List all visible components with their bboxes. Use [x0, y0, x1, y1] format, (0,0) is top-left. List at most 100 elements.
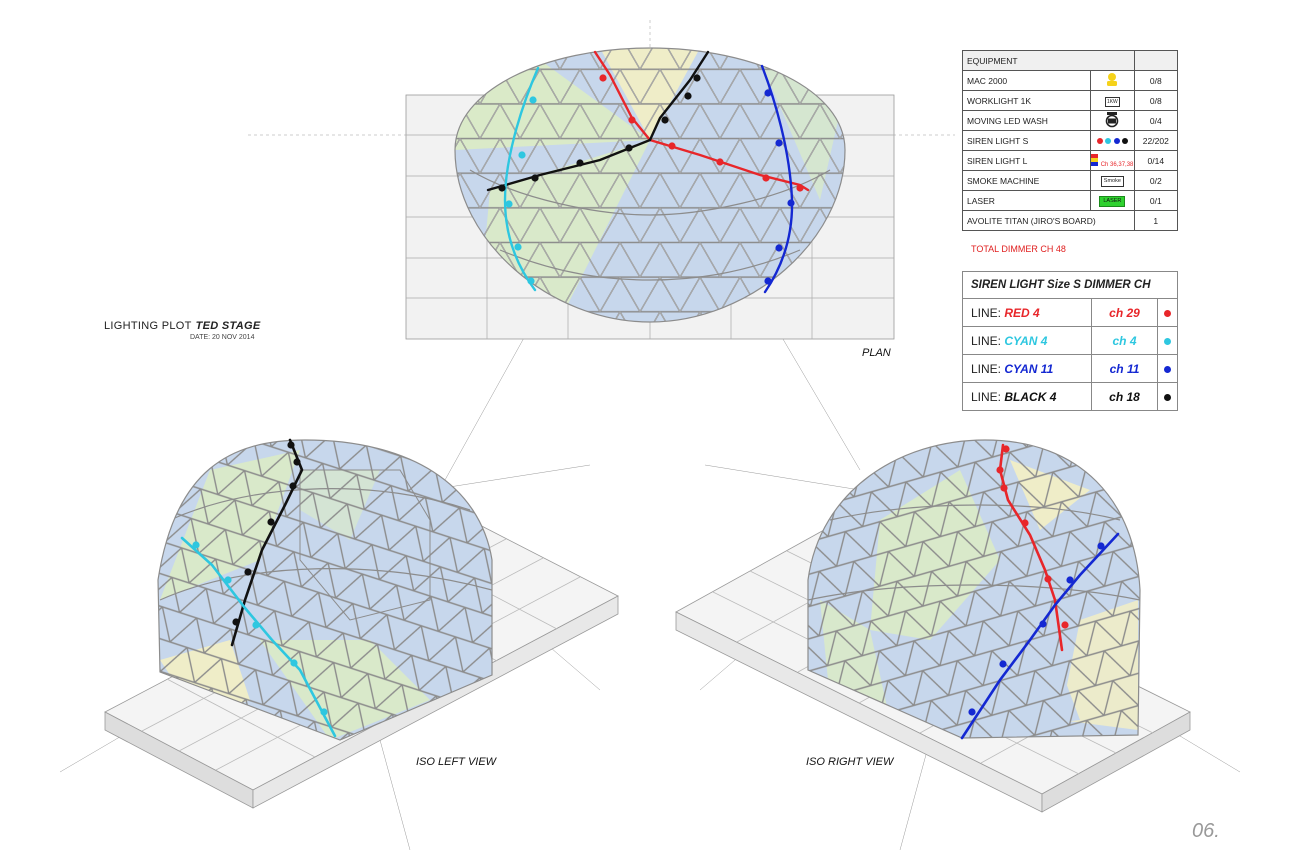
worklight-icon-text: 1KW: [1104, 96, 1120, 107]
black-siren-light: [576, 159, 584, 167]
equipment-name: SIREN LIGHT S: [961, 130, 1092, 151]
red-siren-light: [716, 158, 724, 166]
iso-right-view: [675, 439, 1191, 813]
blue-siren-light: [968, 708, 976, 716]
blue-siren-light: [1039, 620, 1047, 628]
iso-left-view: [104, 438, 619, 809]
equipment-row: MOVING LED WASH 0/4: [961, 110, 1179, 131]
cyan-siren-light: [252, 621, 260, 629]
equipment-count: 0/1: [1133, 190, 1179, 211]
equipment-row: WORKLIGHT 1K 1KW 0/8: [961, 90, 1179, 111]
siren-large-icon: Ch 36,37,38: [1090, 150, 1135, 171]
equipment-name: MOVING LED WASH: [961, 110, 1092, 131]
black-siren-light: [684, 92, 692, 100]
equipment-name: AVOLITE TITAN (JIRO'S BOARD): [962, 210, 1135, 231]
line-name: CYAN 4: [1004, 333, 1048, 348]
black-siren-light: [267, 518, 275, 526]
iso-right-view-label: ISO RIGHT VIEW: [806, 756, 894, 768]
cyan-siren-light: [224, 576, 232, 584]
plan-siren-lights: [498, 74, 804, 285]
title-block: LIGHTING PLOT TED STAGE DATE: 20 NOV 2014: [104, 320, 260, 341]
equipment-count: 0/8: [1133, 90, 1179, 111]
equipment-name: MAC 2000: [961, 70, 1092, 91]
line-name: CYAN 11: [1004, 361, 1054, 376]
stage-name: TED STAGE: [195, 320, 261, 332]
siren-table-header-row: SIREN LIGHT Size S DIMMER CH: [962, 271, 1178, 299]
line-prefix: LINE:: [971, 389, 1002, 404]
iso-right-siren-lights: [968, 445, 1105, 716]
page-number: 06.: [1192, 820, 1220, 842]
iso-left-view-label: ISO LEFT VIEW: [416, 756, 497, 768]
red-dot-icon: [1164, 309, 1172, 317]
equipment-name: WORKLIGHT 1K: [961, 90, 1092, 111]
siren-table-title: SIREN LIGHT Size S DIMMER CH: [962, 271, 1178, 299]
black-siren-light: [531, 174, 539, 182]
line-prefix: LINE:: [971, 333, 1002, 348]
black-siren-light: [661, 116, 669, 124]
cyan-siren-light: [320, 708, 328, 716]
smoke-machine-icon: Smoke: [1090, 170, 1135, 191]
red-siren-light: [599, 74, 607, 82]
equipment-name: SIREN LIGHT L: [961, 150, 1092, 171]
equipment-row: LASER LASER 0/1: [961, 190, 1179, 211]
black-dot-icon: [1164, 393, 1172, 401]
iso-left-siren-lights: [192, 441, 328, 716]
red-siren-light: [762, 174, 770, 182]
mac-2000-fixture-icon: [1090, 70, 1135, 91]
plan-view: [405, 47, 895, 340]
blue-siren-light: [775, 244, 783, 252]
equipment-name: SMOKE MACHINE: [961, 170, 1092, 191]
red-siren-light: [1044, 575, 1052, 583]
blue-dot-icon: [1164, 365, 1172, 373]
equipment-count: 0/2: [1133, 170, 1179, 191]
equipment-row: SMOKE MACHINE Smoke 0/2: [961, 170, 1179, 191]
iso-left-dome: [158, 440, 492, 740]
plot-date: DATE: 20 NOV 2014: [190, 334, 255, 341]
laser-icon-text: LASER: [1099, 196, 1126, 207]
black-siren-light: [289, 482, 297, 490]
equipment-header: EQUIPMENT: [962, 50, 1135, 71]
blue-siren-light: [775, 139, 783, 147]
blue-siren-light: [1066, 576, 1074, 584]
red-siren-light: [628, 116, 636, 124]
siren-dots-icon: [1090, 130, 1135, 151]
smoke-icon-text: Smoke: [1100, 176, 1124, 187]
equipment-table: EQUIPMENT MAC 2000 0/8 WORKLIGHT 1K 1KW …: [961, 50, 1179, 231]
black-siren-light: [693, 74, 701, 82]
worklight-icon: 1KW: [1090, 90, 1135, 111]
cyan-siren-light: [527, 277, 535, 285]
red-siren-light: [1021, 519, 1029, 527]
black-siren-light: [244, 568, 252, 576]
siren-line-row: LINE: CYAN 4 ch 4: [962, 326, 1178, 355]
equipment-count: 0/14: [1133, 150, 1179, 171]
blue-siren-light: [999, 660, 1007, 668]
red-siren-light: [1000, 484, 1008, 492]
equipment-row: MAC 2000 0/8: [961, 70, 1179, 91]
equipment-count: 1: [1133, 210, 1179, 231]
siren-large-channels: Ch 36,37,38: [1100, 161, 1134, 168]
line-channel: ch 11: [1090, 354, 1159, 383]
blue-dot-icon: [1113, 137, 1120, 144]
blue-siren-light: [787, 199, 795, 207]
black-siren-light: [498, 184, 506, 192]
cyan-dot-icon: [1164, 337, 1172, 345]
laser-icon: LASER: [1090, 190, 1135, 211]
line-channel: ch 18: [1090, 382, 1159, 411]
plot-title: LIGHTING PLOT TED STAGE: [104, 320, 260, 332]
red-siren-light: [996, 466, 1004, 474]
equipment-count: 22/202: [1133, 130, 1179, 151]
red-siren-light: [1002, 445, 1010, 453]
red-siren-light: [1061, 621, 1069, 629]
equipment-row: SIREN LIGHT S 22/202: [961, 130, 1179, 151]
equipment-count: 0/8: [1133, 70, 1179, 91]
line-prefix: LINE:: [971, 305, 1002, 320]
black-siren-light: [625, 144, 633, 152]
equipment-row: SIREN LIGHT L Ch 36,37,38 0/14: [961, 150, 1179, 171]
blue-siren-light: [764, 89, 772, 97]
plot-title-prefix: LIGHTING PLOT: [104, 320, 192, 332]
line-channel: ch 29: [1090, 298, 1159, 327]
line-channel: ch 4: [1090, 326, 1159, 355]
red-siren-light: [796, 184, 804, 192]
equipment-header-row: EQUIPMENT: [962, 50, 1179, 71]
cyan-siren-light: [529, 96, 537, 104]
